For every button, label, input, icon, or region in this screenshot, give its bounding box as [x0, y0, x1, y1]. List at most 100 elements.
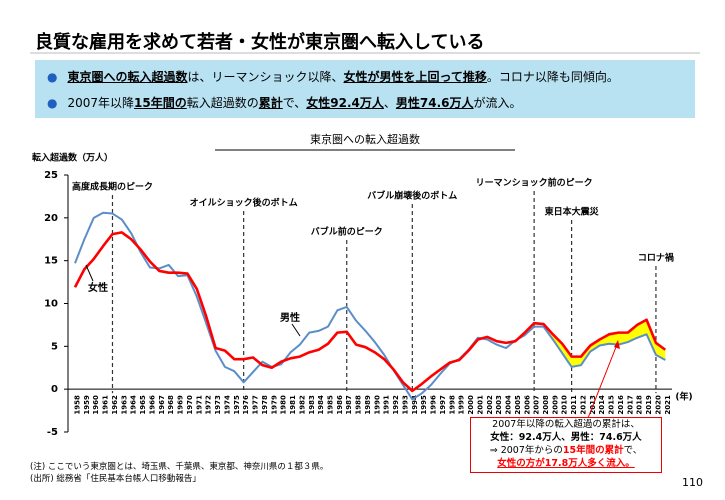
- text-run: ⇒ 2007年からの: [489, 445, 563, 456]
- text-run: 転入超過数の: [186, 96, 259, 110]
- text-run: 。コロナ以降も同傾向。: [486, 70, 619, 84]
- x-tick-label: 2004: [505, 395, 513, 415]
- x-tick-label: 2009: [551, 395, 559, 415]
- x-tick-label: 2001: [476, 395, 484, 415]
- text-run: 女性：92.4万人、男性：74.6万人: [490, 432, 642, 443]
- callout-arrow: [587, 341, 619, 419]
- annotation: コロナ禍: [638, 252, 674, 264]
- x-tick-label: 1970: [186, 395, 194, 415]
- bullet: ● 2007年以降15年間の転入超過数の累計で、女性92.4万人、男性74.6万人…: [47, 94, 522, 111]
- x-tick-label: 1960: [92, 395, 100, 415]
- x-tick-label: 1966: [148, 395, 156, 415]
- chart-title: 東京圏への転入超過数: [310, 132, 420, 146]
- annotation: 高度成長期のピーク: [72, 181, 153, 193]
- callout: 2007年以降の転入超過の累計は、 女性：92.4万人、男性：74.6万人 ⇒ 20…: [470, 417, 662, 473]
- x-tick-label: 1965: [139, 395, 147, 415]
- annotation: バブル前のピーク: [311, 226, 383, 238]
- callout-line: 女性の方が17.8万人多く流入。: [471, 457, 661, 470]
- x-tick-label: 1971: [195, 395, 203, 415]
- y-tick-label: 25: [44, 170, 58, 181]
- x-tick-label: 2016: [617, 395, 625, 415]
- x-tick-label: 1999: [458, 395, 466, 415]
- highlight-area: [543, 319, 666, 367]
- x-tick-label: 1990: [373, 395, 381, 415]
- x-tick-label: 2014: [598, 395, 606, 415]
- page-title: 良質な雇用を求めて若者・女性が東京圏へ転入している: [35, 32, 485, 53]
- x-tick-label: 2003: [495, 395, 503, 415]
- bullet-dot: ●: [47, 70, 58, 84]
- x-tick-label: 1978: [261, 395, 269, 415]
- text-run: 15年間の: [134, 96, 187, 110]
- x-tick-label: 1962: [111, 395, 119, 415]
- note: (注) ここでいう東京圏とは、埼玉県、千葉県、東京都、神奈川県の１都３県。: [30, 462, 329, 472]
- x-tick-label: 2021: [664, 395, 672, 415]
- x-tick-label: 2005: [514, 395, 522, 415]
- x-tick-label: 2006: [523, 395, 531, 415]
- x-unit: (年): [675, 391, 692, 403]
- x-tick-label: 2010: [561, 395, 569, 415]
- x-tick-label: 2018: [636, 395, 644, 415]
- x-tick-label: 1982: [298, 395, 306, 415]
- x-tick-label: 1996: [430, 395, 438, 415]
- annotation: オイルショック後のボトム: [190, 197, 298, 209]
- y-tick-label: 20: [44, 213, 58, 224]
- summary-box: ● 東京圏への転入超過数は、リーマンショック以降、女性が男性を上回って推移。コロナ…: [35, 60, 695, 118]
- y-tick-label: 15: [44, 256, 58, 267]
- text-run: で、: [282, 96, 307, 110]
- x-tick-label: 1967: [158, 395, 166, 415]
- annotation: 東日本大震災: [545, 206, 600, 218]
- x-tick-label: 2012: [579, 395, 587, 415]
- x-tick-label: 1986: [336, 395, 344, 415]
- callout-arrowhead: [614, 340, 620, 349]
- x-tick-label: 1988: [355, 395, 363, 415]
- text-run: 女性92.4万人: [306, 96, 384, 110]
- x-tick-label: 1964: [130, 395, 138, 415]
- x-tick-label: 1972: [205, 395, 213, 415]
- text-run: で、: [623, 445, 643, 456]
- bullet: ● 東京圏への転入超過数は、リーマンショック以降、女性が男性を上回って推移。コロナ…: [47, 68, 619, 85]
- text-run: 東京圏への転入超過数: [67, 70, 188, 84]
- x-tick-label: 1969: [177, 395, 185, 415]
- x-tick-label: 2017: [626, 395, 634, 415]
- x-tick-label: 1997: [439, 395, 447, 415]
- x-tick-label: 2015: [608, 395, 616, 415]
- x-tick-label: 1963: [120, 395, 128, 415]
- x-tick-label: 1975: [233, 395, 241, 415]
- x-tick-label: 1974: [223, 395, 231, 415]
- x-tick-label: 1983: [308, 395, 316, 415]
- x-tick-label: 2020: [654, 395, 662, 415]
- bullet-dot: ●: [47, 96, 58, 110]
- x-tick-label: 1977: [252, 395, 260, 415]
- text-run: は、リーマンショック以降、: [187, 70, 344, 84]
- annotation: リーマンショック前のピーク: [476, 177, 593, 189]
- callout-line: 女性：92.4万人、男性：74.6万人: [471, 431, 661, 444]
- text-run: が流入。: [473, 96, 522, 110]
- x-tick-label: 1961: [102, 395, 110, 415]
- series-label-arrow: [291, 323, 301, 337]
- series-label-arrow: [85, 264, 94, 282]
- series-line: [74, 211, 666, 401]
- x-tick-label: 1989: [364, 395, 372, 415]
- y-tick-label: 0: [51, 384, 58, 395]
- callout-line: 2007年以降の転入超過の累計は、: [471, 418, 661, 431]
- x-tick-label: 1998: [448, 395, 456, 415]
- annotation: バブル崩壊後のボトム: [367, 190, 457, 202]
- x-tick-label: 1981: [289, 395, 297, 415]
- text-run: 男性74.6万人: [395, 96, 474, 110]
- x-tick-label: 2019: [645, 395, 653, 415]
- text-run: 2007年以降の転入超過の累計は、: [492, 419, 640, 430]
- y-tick-label: 5: [51, 341, 58, 352]
- x-tick-label: 1959: [83, 395, 91, 415]
- x-tick-label: 1973: [214, 395, 222, 415]
- x-tick-label: 1992: [392, 395, 400, 415]
- x-tick-label: 2007: [533, 395, 541, 415]
- y-axis-label: 転入超過数（万人）: [32, 152, 113, 164]
- x-tick-label: 1968: [167, 395, 175, 415]
- x-tick-label: 2000: [467, 395, 475, 415]
- series-label: 男性: [280, 311, 300, 324]
- x-tick-label: 1995: [420, 395, 428, 415]
- x-tick-label: 1984: [317, 395, 325, 415]
- y-tick-label: 10: [44, 299, 58, 310]
- text-run: 女性の方が17.8万人多く流入。: [497, 458, 635, 469]
